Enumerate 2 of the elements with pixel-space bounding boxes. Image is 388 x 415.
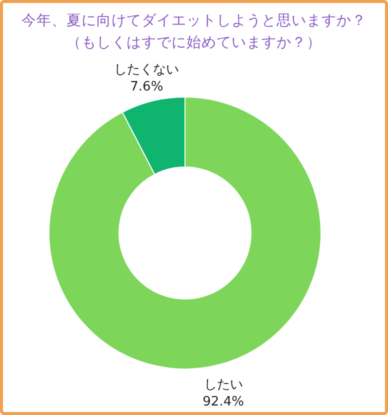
title: （もしくはすでに始めていますか？） (66, 35, 322, 51)
title: 今年、夏に向けてダイエットしようと思いますか？ (22, 13, 366, 29)
